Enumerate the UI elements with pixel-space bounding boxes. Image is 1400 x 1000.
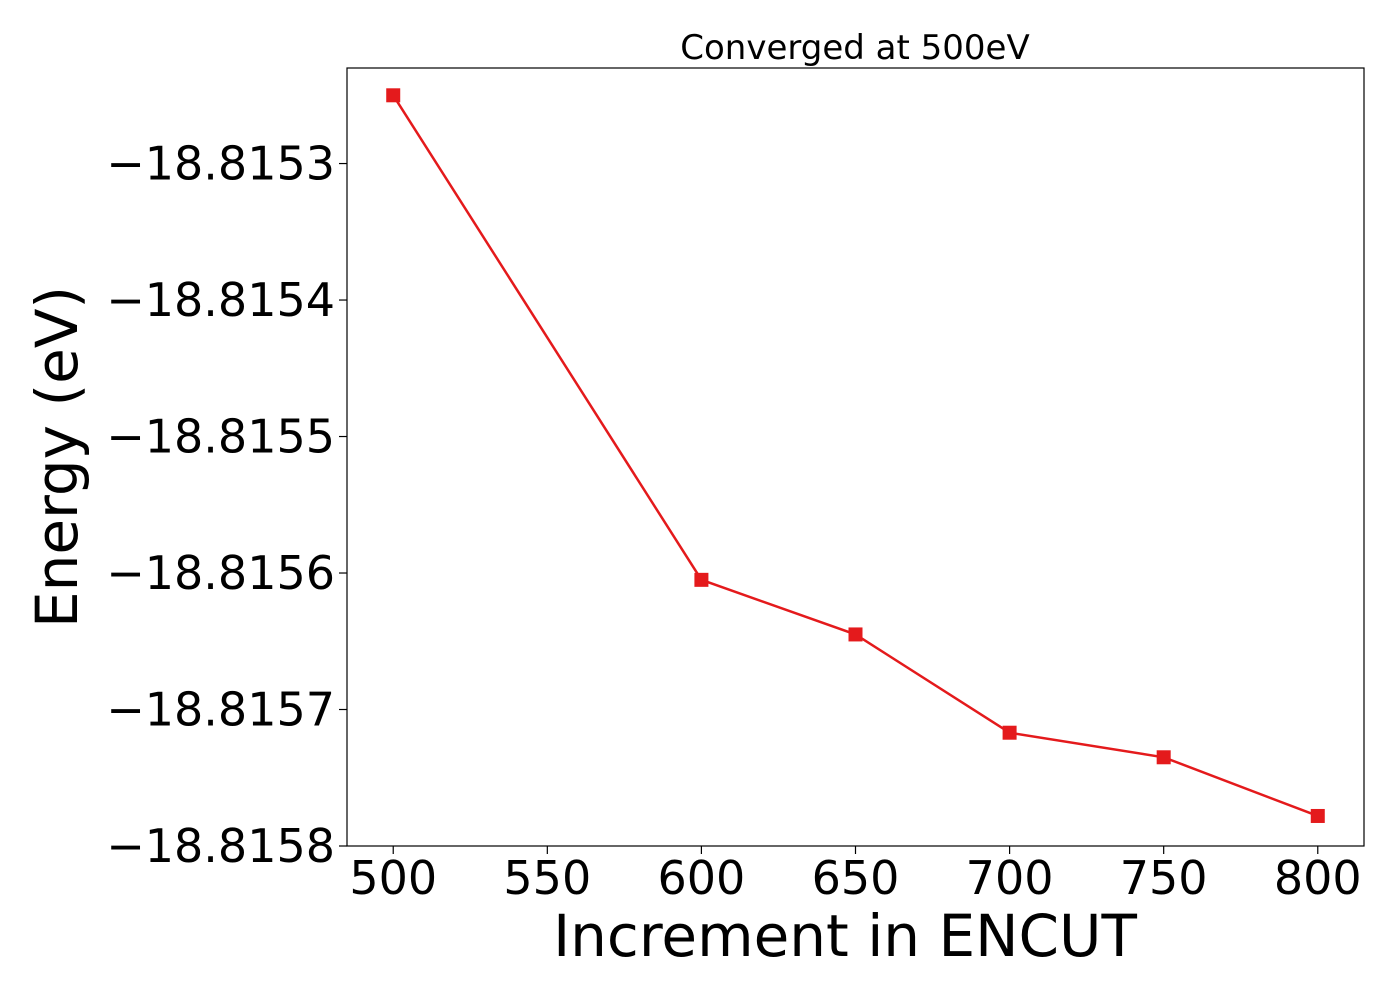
y-tick-label: −18.8157 [106,683,335,737]
data-point-marker [1156,750,1171,765]
chart-title: Converged at 500eV [680,28,1029,68]
data-point-marker [694,572,709,587]
x-tick-label: 700 [966,851,1054,905]
x-axis-ticks: 500 550 600 650 700 750 800 [349,846,1362,905]
x-tick-label: 500 [349,851,437,905]
x-tick-label: 600 [658,851,746,905]
y-tick-label: −18.8158 [106,819,335,873]
y-tick-label: −18.8155 [106,410,335,464]
plot-area [346,67,1365,847]
y-axis-label: Energy (eV) [23,286,91,628]
x-tick-label: 650 [812,851,900,905]
x-tick-label: 750 [1120,851,1208,905]
x-axis-label: Increment in ENCUT [553,902,1137,970]
y-tick-label: −18.8156 [106,546,335,600]
y-tick-label: −18.8154 [106,273,335,327]
data-point-marker [848,627,863,642]
series-line [392,94,1319,818]
data-point-marker [386,88,401,103]
x-tick-label: 800 [1274,851,1362,905]
y-axis-ticks: −18.8153 −18.8154 −18.8155 −18.8156 −18.8157… [106,137,347,873]
data-point-marker [1310,808,1325,823]
data-point-marker [1002,725,1017,740]
y-tick-label: −18.8153 [106,137,335,191]
series-layer [386,88,1325,823]
x-tick-label: 550 [503,851,591,905]
